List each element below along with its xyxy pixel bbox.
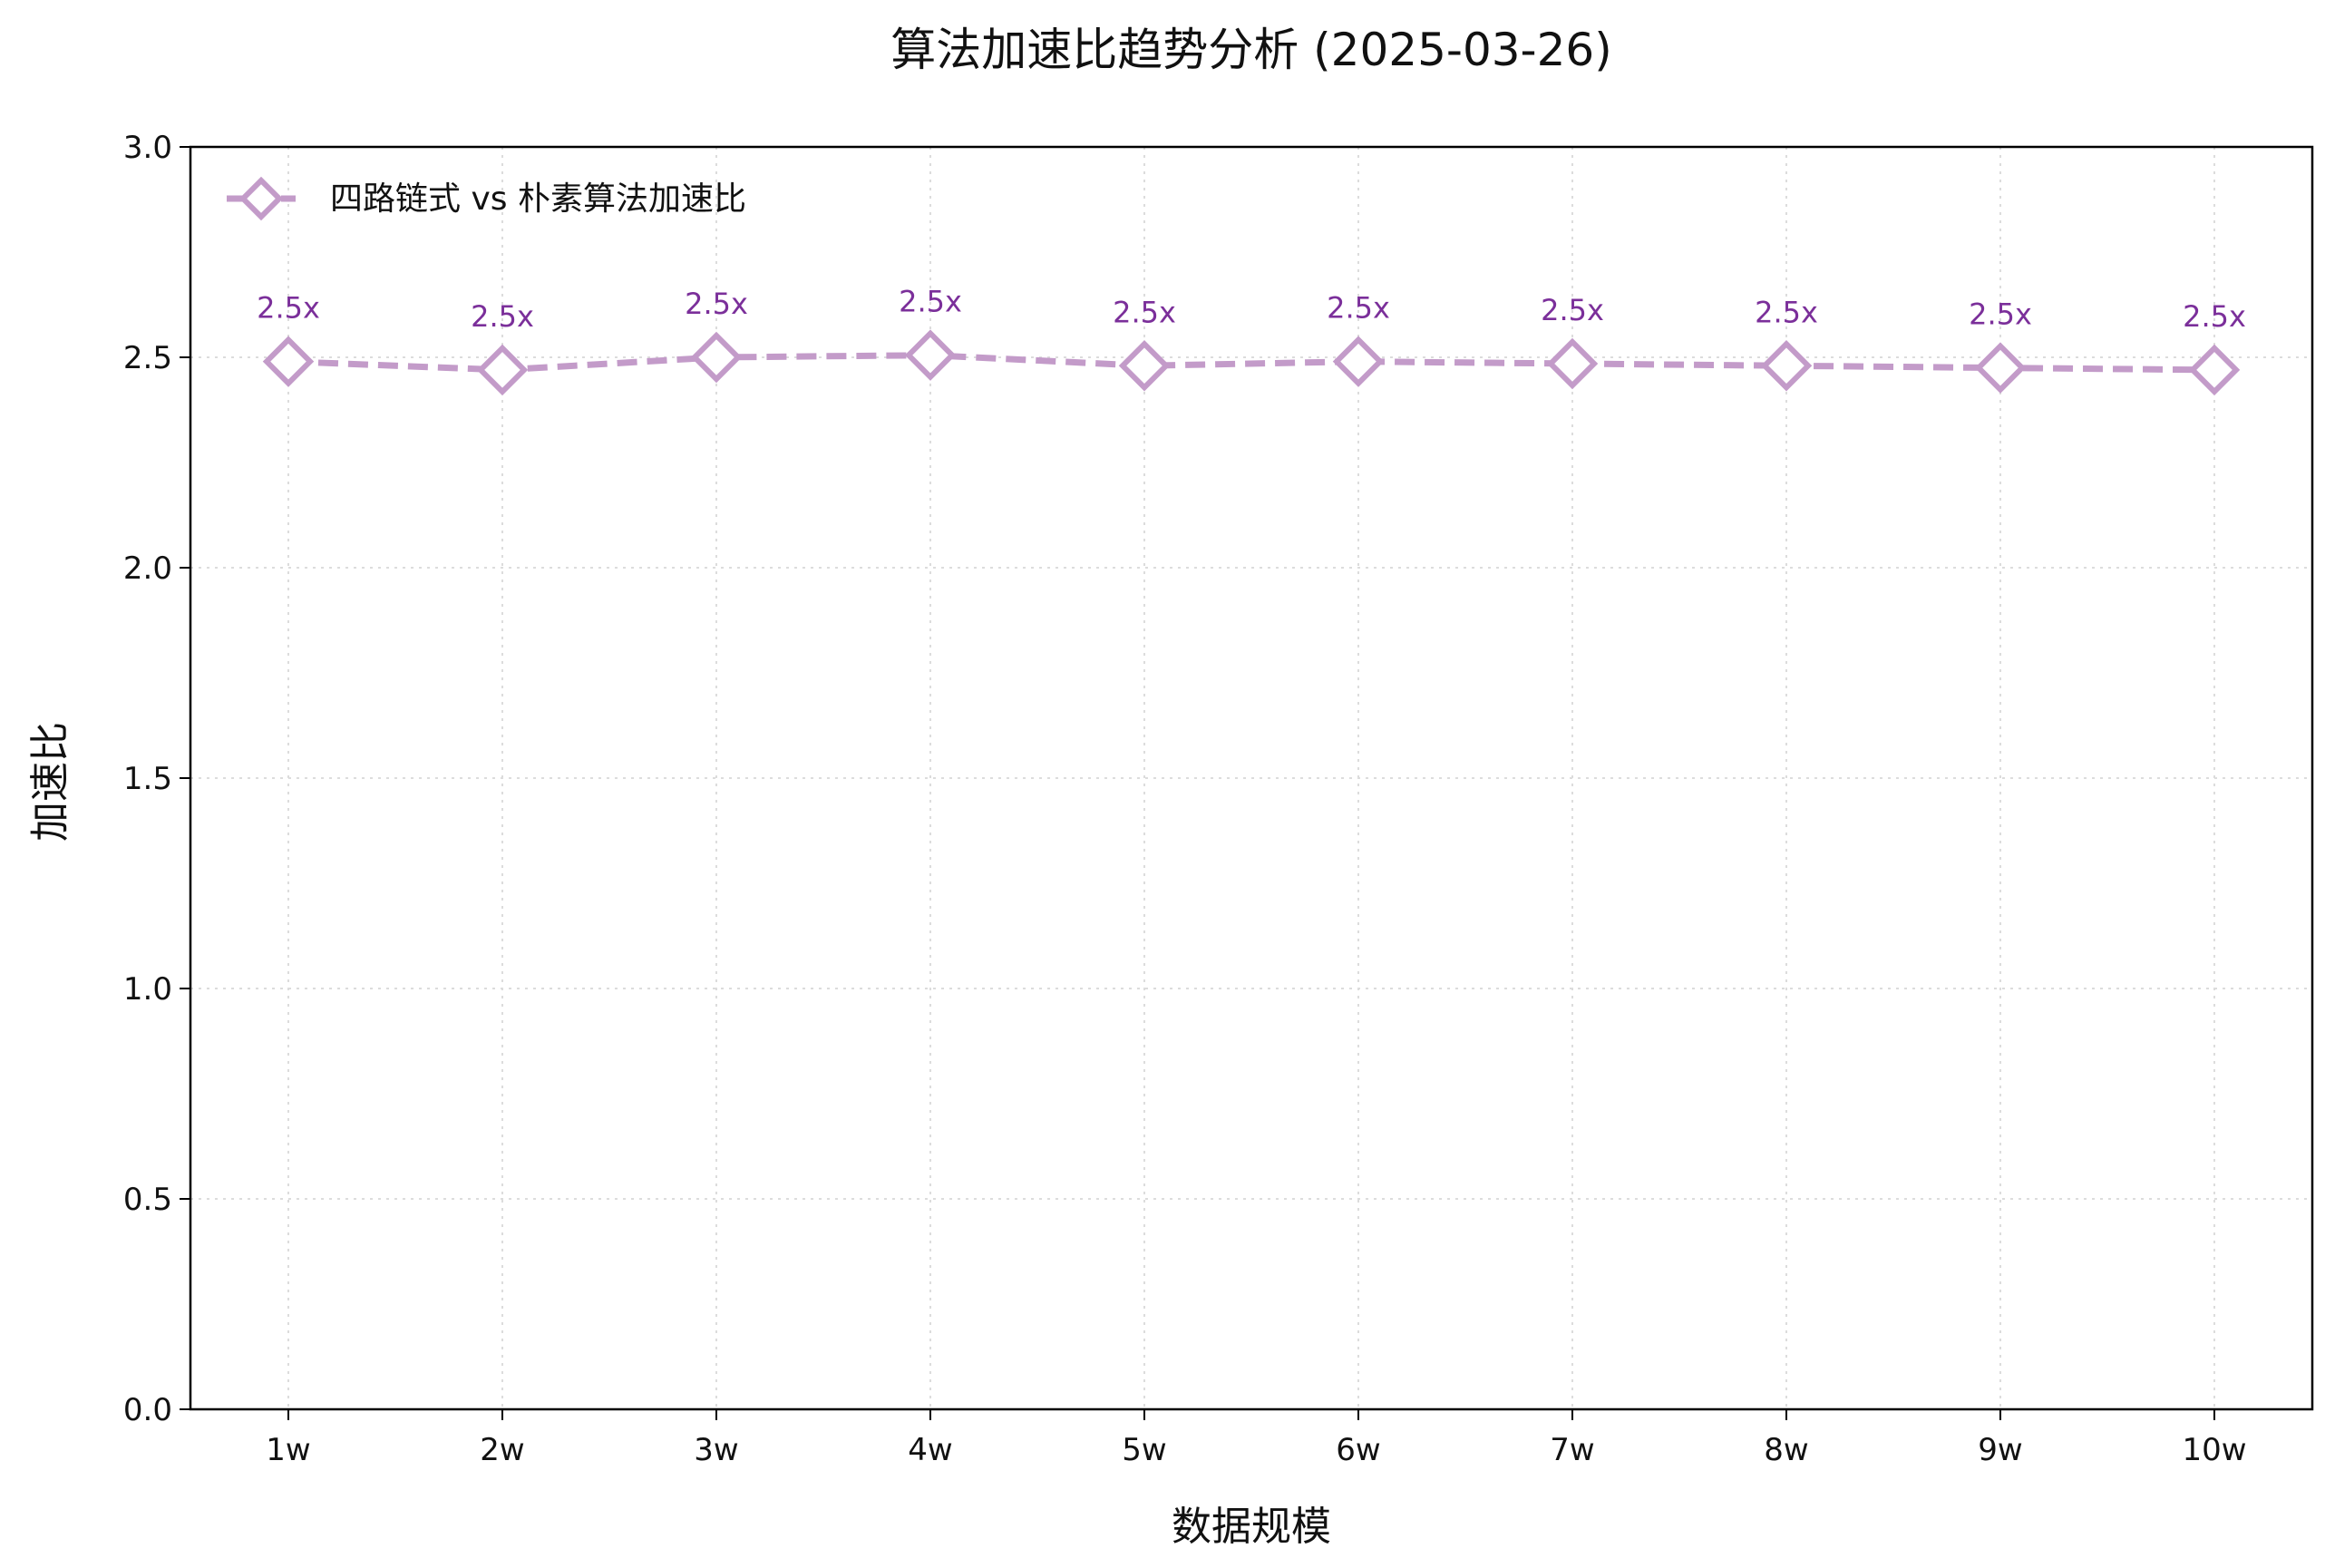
data-point-marker [904, 329, 957, 381]
chart-title: 算法加速比趋势分析 (2025-03-26) [890, 24, 1611, 76]
data-label: 2.5x [899, 285, 962, 319]
data-point-marker [1332, 336, 1385, 387]
y-tick-label: 1.0 [123, 971, 172, 1008]
data-label: 2.5x [1113, 295, 1176, 329]
data-label: 2.5x [1541, 293, 1604, 327]
x-tick-label: 2w [480, 1432, 524, 1468]
x-tick-label: 7w [1550, 1432, 1594, 1468]
x-tick-label: 6w [1336, 1432, 1380, 1468]
y-tick-label: 2.0 [123, 550, 172, 587]
legend[interactable]: 四路链式 vs 朴素算法加速比 [227, 176, 746, 221]
y-axis-label: 加速比 [27, 722, 73, 842]
data-label: 2.5x [685, 287, 748, 321]
data-label: 2.5x [1327, 291, 1390, 326]
y-tick-label: 0.0 [123, 1392, 172, 1428]
x-axis-label: 数据规模 [1172, 1504, 1331, 1550]
data-label: 2.5x [471, 299, 534, 334]
data-point-marker [2188, 344, 2241, 396]
data-point-marker [1118, 340, 1171, 392]
data-point-marker [690, 331, 743, 384]
legend-label: 四路链式 vs 朴素算法加速比 [330, 180, 746, 218]
y-tick-label: 3.0 [123, 130, 172, 166]
y-axis-ticks: 0.0 0.5 1.0 1.5 2.0 2.5 3.0 [123, 130, 190, 1428]
series-layer: 2.5x 2.5x 2.5x 2.5x 2.5x 2.5x 2.5x 2.5x 2.5x 2.5x [257, 285, 2246, 396]
x-tick-label: 10w [2182, 1432, 2246, 1468]
grid [190, 146, 2312, 1410]
data-point-marker [1760, 340, 1813, 392]
legend-diamond-marker-icon [238, 176, 284, 221]
data-label: 2.5x [2183, 299, 2246, 334]
x-tick-label: 3w [694, 1432, 738, 1468]
x-tick-label: 1w [266, 1432, 310, 1468]
x-tick-label: 5w [1122, 1432, 1166, 1468]
data-point-marker [476, 344, 529, 396]
data-label: 2.5x [1969, 297, 2032, 332]
data-label: 2.5x [1755, 295, 1818, 329]
y-tick-label: 1.5 [123, 761, 172, 797]
data-point-marker [1974, 342, 2027, 394]
data-label: 2.5x [257, 291, 320, 326]
data-point-marker [1546, 337, 1599, 390]
series-line [287, 352, 2215, 374]
y-tick-label: 0.5 [123, 1182, 172, 1218]
x-tick-label: 8w [1764, 1432, 1808, 1468]
data-point-marker [262, 336, 315, 387]
x-tick-label: 4w [908, 1432, 952, 1468]
y-tick-label: 2.5 [123, 340, 172, 376]
x-tick-label: 9w [1978, 1432, 2022, 1468]
x-axis-ticks: 1w 2w 3w 4w 5w 6w 7w 8w 9w 10w [266, 1409, 2247, 1468]
